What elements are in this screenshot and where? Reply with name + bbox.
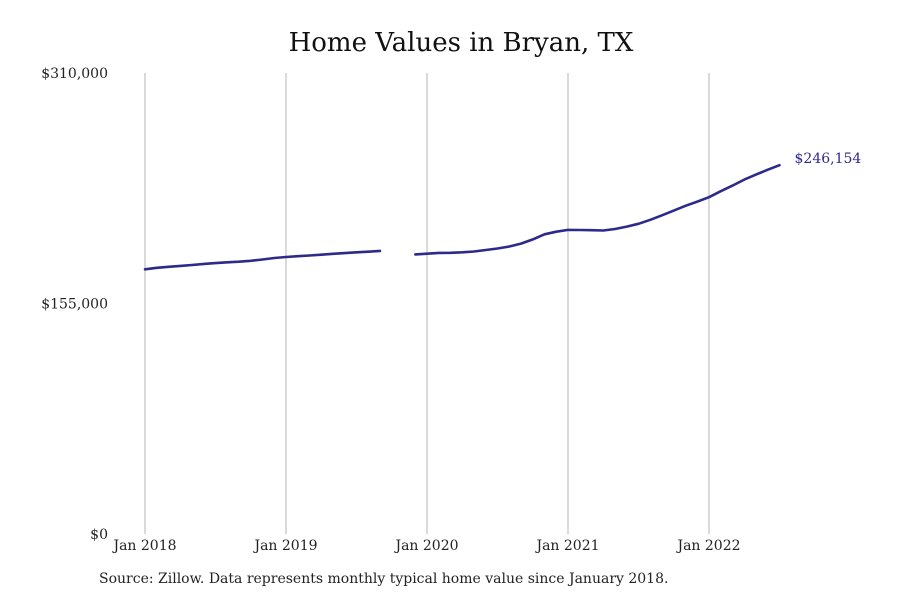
end-value-label: $246,154 [795,151,862,167]
y-axis-ticks: $310,000 $155,000 $0 [41,66,108,543]
x-axis-ticks: Jan 2018 Jan 2019 Jan 2020 Jan 2021 Jan 2022 [111,538,740,554]
y-tick-label: $310,000 [41,66,108,82]
y-tick-label: $155,000 [41,297,108,313]
series-lines [143,163,781,271]
y-tick-label: $0 [90,527,108,543]
x-tick-label: Jan 2019 [252,538,317,554]
source-note: Source: Zillow. Data represents monthly … [99,571,669,587]
series-line-segment-2 [413,163,781,256]
x-tick-label: Jan 2022 [675,538,740,554]
x-tick-label: Jan 2020 [393,538,458,554]
chart-title: Home Values in Bryan, TX [289,28,634,58]
gridlines [144,73,710,534]
x-tick-label: Jan 2021 [534,538,599,554]
series-line-segment-1 [143,249,382,271]
x-tick-label: Jan 2018 [111,538,176,554]
